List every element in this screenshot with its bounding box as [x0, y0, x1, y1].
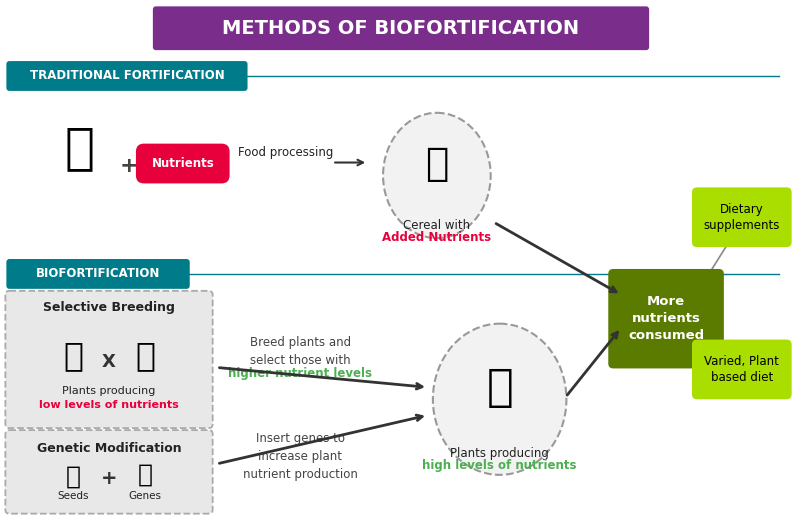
Text: Plants producing: Plants producing	[450, 448, 549, 460]
FancyBboxPatch shape	[6, 61, 247, 91]
Text: Insert genes to
increase plant
nutrient production: Insert genes to increase plant nutrient …	[243, 433, 358, 482]
Text: Genes: Genes	[128, 491, 162, 501]
Text: +: +	[101, 469, 118, 488]
Text: 🌾: 🌾	[135, 339, 155, 372]
Text: Cereal with: Cereal with	[403, 219, 470, 232]
Text: +: +	[120, 155, 138, 176]
Text: 🌾: 🌾	[66, 465, 81, 489]
Text: Dietary
supplements: Dietary supplements	[704, 203, 780, 232]
FancyBboxPatch shape	[608, 269, 724, 368]
Text: Nutrients: Nutrients	[151, 157, 214, 170]
FancyBboxPatch shape	[153, 6, 649, 50]
Text: TRADITIONAL FORTIFICATION: TRADITIONAL FORTIFICATION	[30, 70, 224, 83]
FancyBboxPatch shape	[692, 187, 792, 247]
Text: 🌾: 🌾	[63, 339, 83, 372]
Text: Varied, Plant
based diet: Varied, Plant based diet	[704, 355, 779, 384]
Text: higher nutrient levels: higher nutrient levels	[228, 367, 372, 380]
Ellipse shape	[433, 324, 566, 475]
FancyBboxPatch shape	[692, 339, 792, 399]
Text: Added Nutrients: Added Nutrients	[382, 231, 491, 244]
Ellipse shape	[383, 113, 490, 238]
Text: high levels of nutrients: high levels of nutrients	[422, 459, 577, 472]
Text: METHODS OF BIOFORTIFICATION: METHODS OF BIOFORTIFICATION	[222, 19, 579, 38]
Text: 📦: 📦	[425, 144, 449, 183]
Text: BIOFORTIFICATION: BIOFORTIFICATION	[36, 267, 160, 280]
Text: More
nutrients
consumed: More nutrients consumed	[628, 295, 704, 342]
Text: Breed plants and
select those with: Breed plants and select those with	[250, 336, 351, 367]
Text: Plants producing: Plants producing	[62, 386, 156, 396]
FancyBboxPatch shape	[6, 291, 213, 428]
FancyBboxPatch shape	[6, 430, 213, 514]
FancyBboxPatch shape	[6, 259, 190, 289]
Text: Seeds: Seeds	[58, 491, 89, 501]
Text: 🧬: 🧬	[138, 463, 152, 487]
Text: 🌾: 🌾	[64, 124, 94, 173]
Text: Genetic Modification: Genetic Modification	[37, 441, 182, 454]
Text: X: X	[102, 354, 116, 371]
Text: Food processing: Food processing	[238, 146, 333, 159]
Text: 🌾: 🌾	[486, 366, 513, 409]
Text: Selective Breeding: Selective Breeding	[43, 301, 175, 314]
FancyBboxPatch shape	[136, 144, 230, 184]
Text: low levels of nutrients: low levels of nutrients	[39, 400, 179, 410]
